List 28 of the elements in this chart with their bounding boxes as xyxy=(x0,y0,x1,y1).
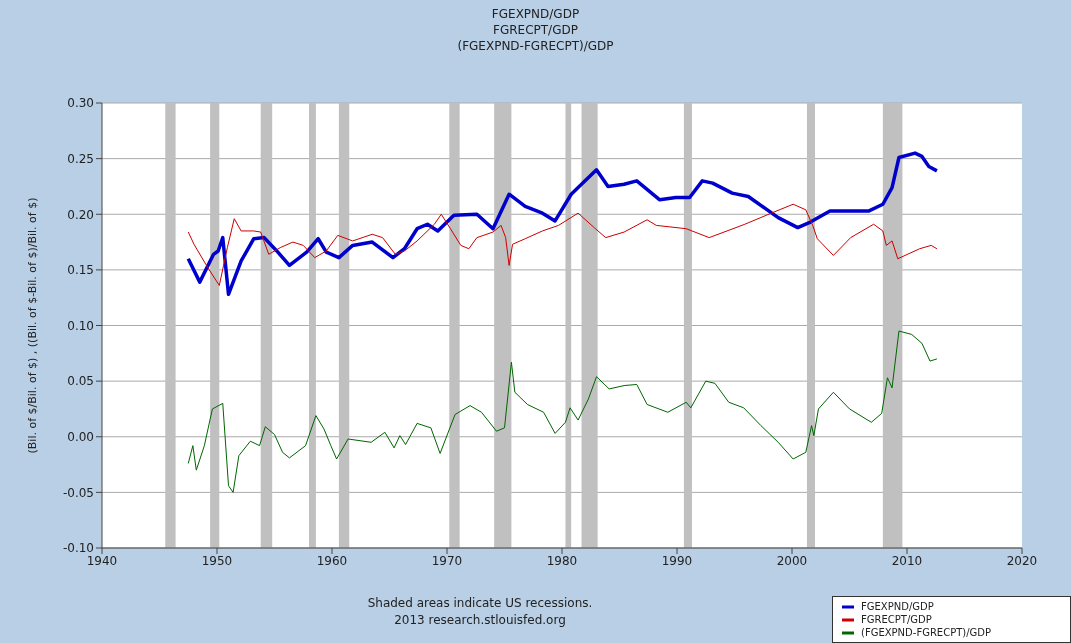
y-tick-label: 0.25 xyxy=(67,151,94,166)
x-tick-label: 1980 xyxy=(546,553,578,568)
line-series xyxy=(187,330,938,493)
line-series xyxy=(186,151,939,297)
x-tick-label: 2010 xyxy=(891,553,923,568)
legend-label: FGRECPT/GDP xyxy=(861,613,932,626)
y-tick-label: 0.10 xyxy=(67,318,94,333)
x-tick-label: 1940 xyxy=(86,553,118,568)
y-tick-label: 0.05 xyxy=(67,374,94,389)
x-tick-label: 2020 xyxy=(1006,553,1038,568)
y-axis-title: (Bil. of $/Bil. of $) , ((Bil. of $-Bil. of $)/Bil. of $) xyxy=(25,197,39,454)
y-tick-label: -0.10 xyxy=(62,541,94,556)
y-tick-label: 0.20 xyxy=(67,207,94,222)
x-tick-label: 2000 xyxy=(776,553,808,568)
text: Shaded areas indicate US recessions. xyxy=(366,596,594,610)
legend-label: (FGEXPND-FGRECPT)/GDP xyxy=(861,626,992,639)
y-tick-label: -0.05 xyxy=(62,485,94,500)
y-tick-label: 0.00 xyxy=(67,430,94,445)
x-tick-label: 1990 xyxy=(661,553,693,568)
line-series xyxy=(187,203,938,286)
x-tick-label: 1970 xyxy=(431,553,463,568)
legend-label: FGEXPND/GDP xyxy=(861,600,934,613)
y-tick-label: 0.15 xyxy=(67,263,94,278)
text: 2013 research.stlouisfed.org xyxy=(393,613,567,627)
x-tick-label: 1950 xyxy=(201,553,233,568)
chart-title: FGEXPND/GDP FGRECPT/GDP (FGEXPND-FGRECPT)/GDP xyxy=(456,6,615,54)
y-tick-label: 0.30 xyxy=(67,96,94,111)
x-tick-label: 1960 xyxy=(316,553,348,568)
